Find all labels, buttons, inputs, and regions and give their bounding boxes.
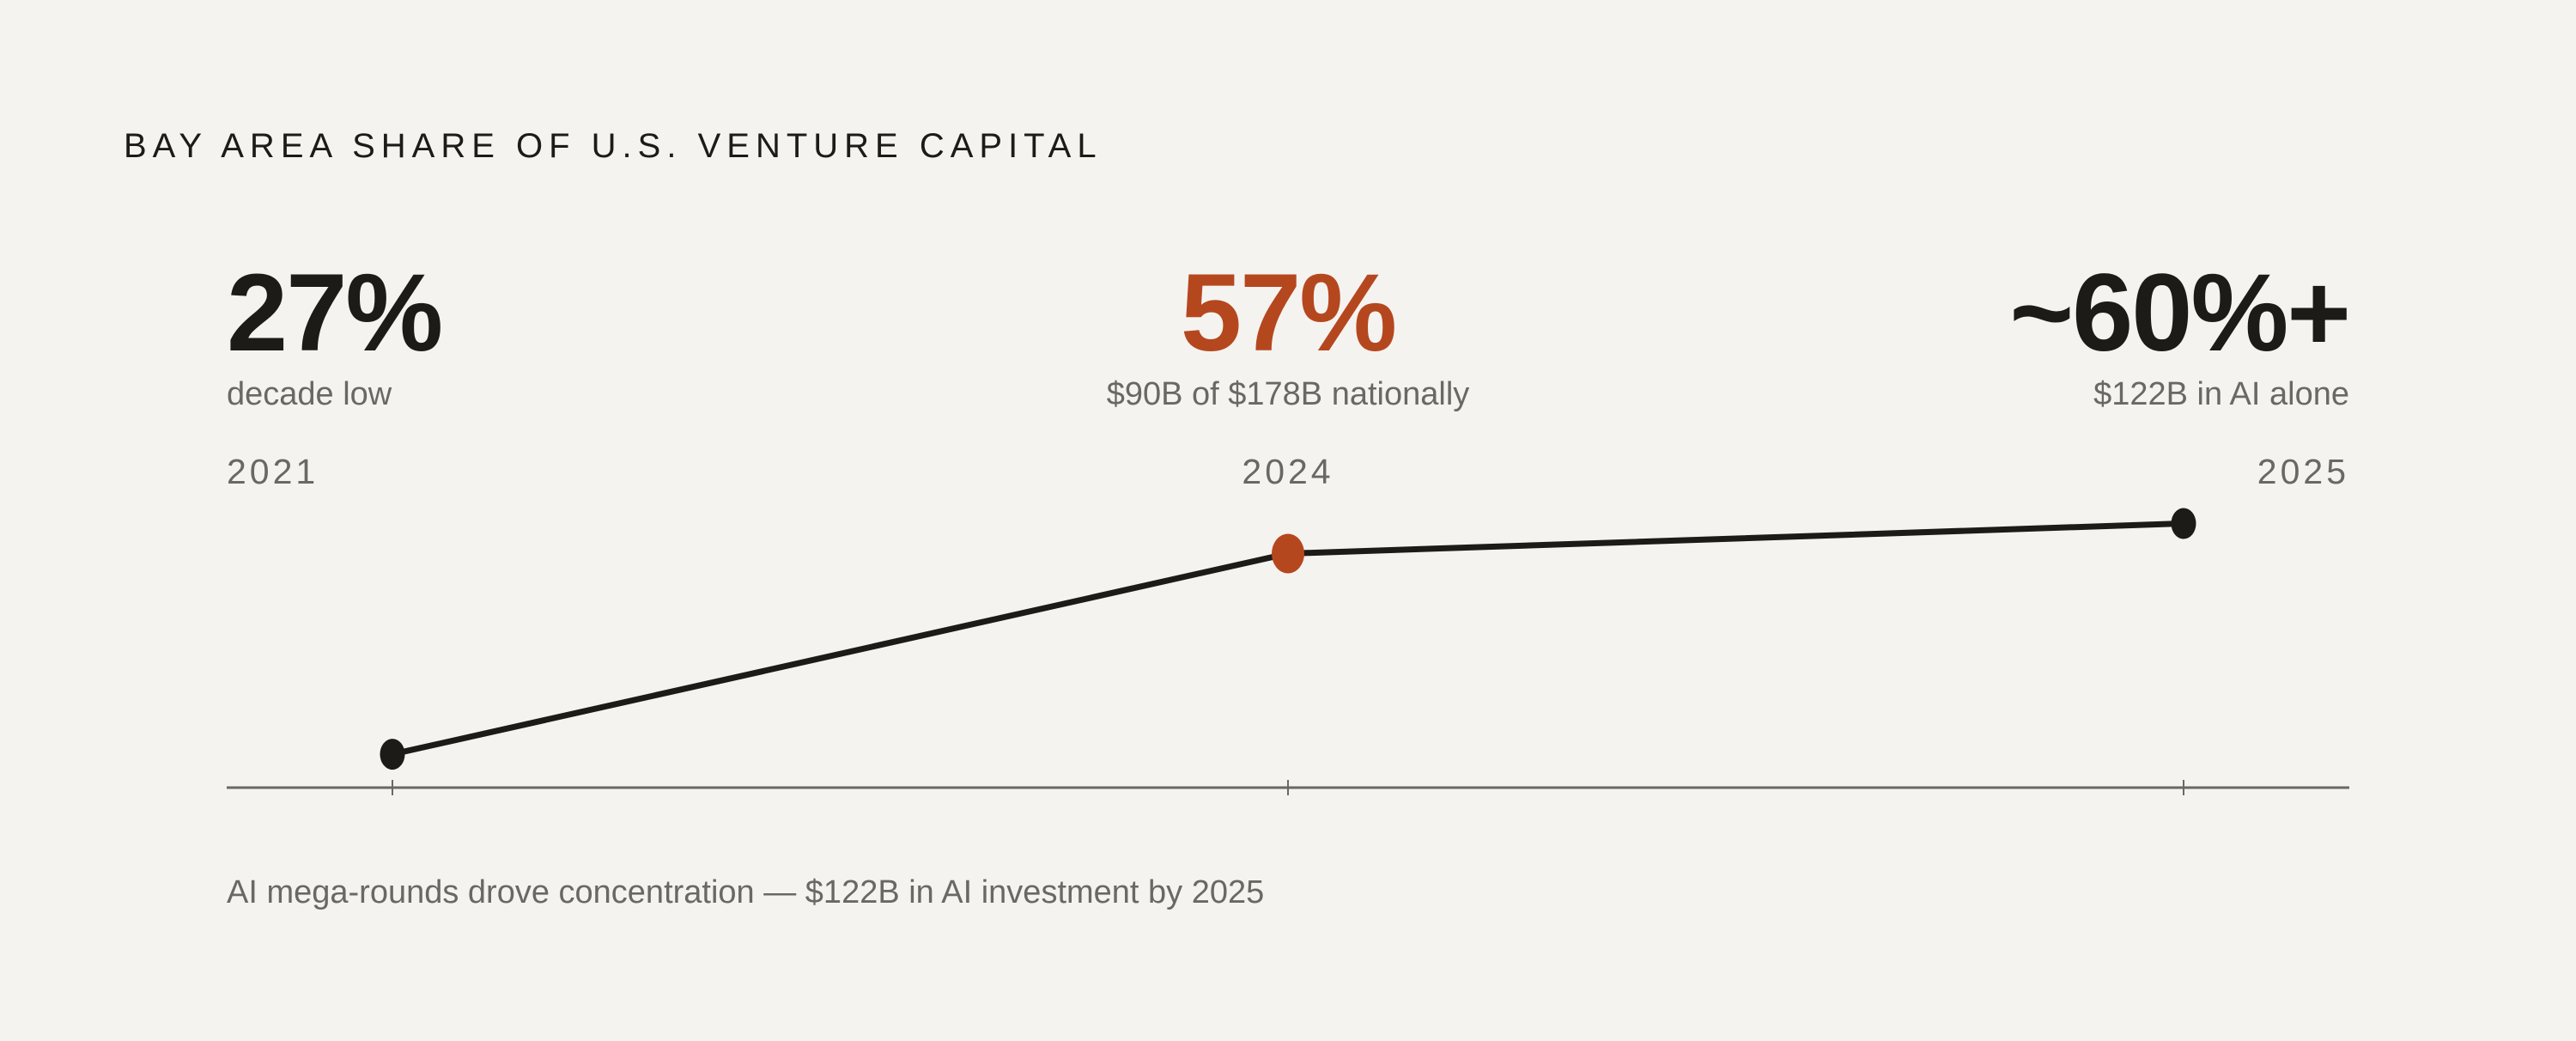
stat-value-2024: 57% bbox=[1180, 252, 1397, 374]
stat-note-2024: $90B of $178B nationally bbox=[1106, 376, 1470, 412]
stat-year-2025: 2025 bbox=[2257, 452, 2349, 491]
x-axis-ticks bbox=[392, 780, 2184, 795]
stat-note-2025: $122B in AI alone bbox=[2093, 376, 2349, 412]
stat-2024: 57% $90B of $178B nationally 2024 bbox=[902, 249, 1674, 493]
chart-title: BAY AREA SHARE OF U.S. VENTURE CAPITAL bbox=[124, 127, 1103, 165]
stat-2021: 27% decade low 2021 bbox=[227, 249, 999, 493]
stat-year-2024: 2024 bbox=[1242, 452, 1334, 491]
stat-value-2021: 27% bbox=[227, 252, 443, 374]
stat-year-2021: 2021 bbox=[227, 452, 319, 491]
stat-value-2025: ~60%+ bbox=[2009, 252, 2351, 374]
data-point-2024 bbox=[1272, 533, 1304, 574]
footnote: AI mega-rounds drove concentration — $12… bbox=[227, 874, 1265, 910]
stat-note-2021: decade low bbox=[227, 376, 392, 412]
data-point-2025 bbox=[2171, 508, 2196, 539]
stat-2025: ~60%+ $122B in AI alone 2025 bbox=[1577, 249, 2351, 493]
data-point-2021 bbox=[380, 739, 405, 770]
data-points bbox=[380, 508, 2196, 770]
